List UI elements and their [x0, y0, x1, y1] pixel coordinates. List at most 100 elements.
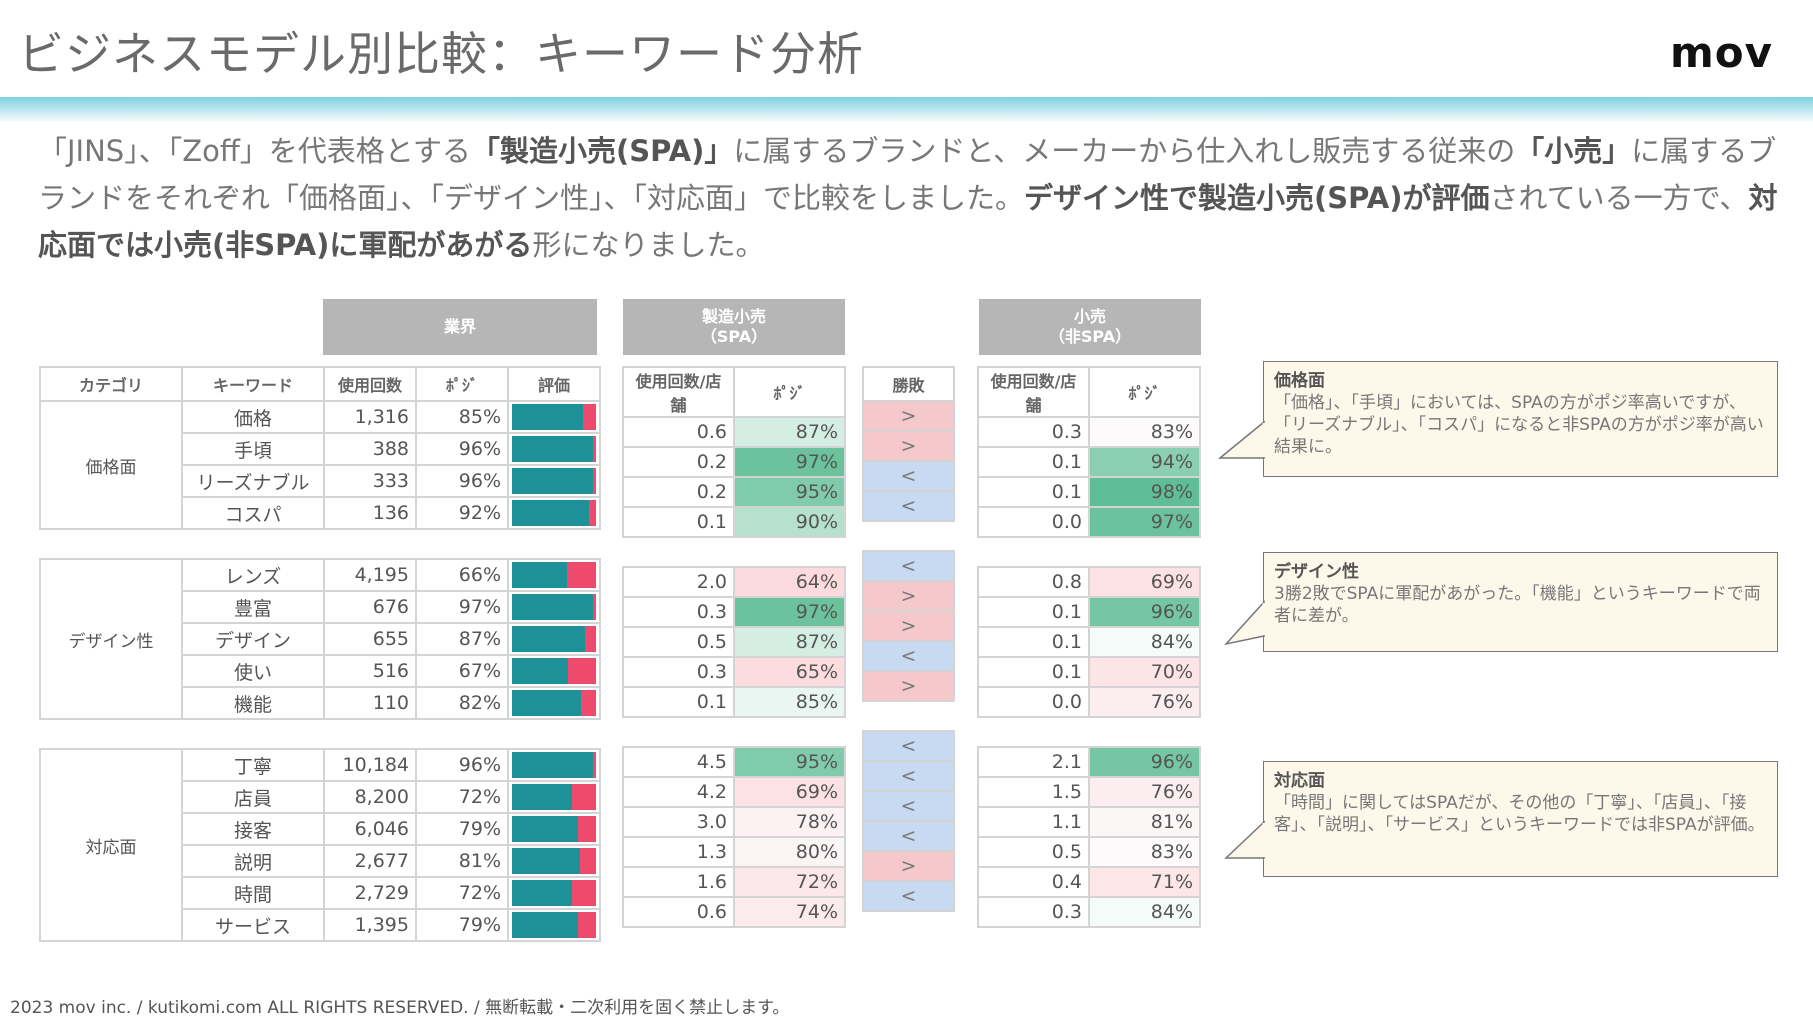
table-row: 0.3 83%	[977, 416, 1201, 448]
result-cell: <	[862, 460, 955, 492]
spa-per-store-cell: 0.2	[622, 476, 735, 508]
non-spa-per-store-cell: 0.4	[977, 866, 1090, 898]
table-row: 0.3 84%	[977, 896, 1201, 928]
rating-bar-cell	[507, 812, 601, 846]
spa-posi-cell: 95%	[733, 476, 846, 508]
callout-price-tail	[1218, 420, 1266, 459]
spa-posi-cell: 90%	[733, 506, 846, 538]
table-row: 0.2 97%	[622, 446, 846, 478]
table-row: 1.3 80%	[622, 836, 846, 868]
table-row: 0.1 94%	[977, 446, 1201, 478]
header-gradient-band	[0, 97, 1813, 123]
group-header-industry: 業界	[323, 299, 597, 355]
result-cell: >	[862, 670, 955, 702]
table-row: コスパ 136 92%	[40, 496, 601, 530]
spa-per-store-cell: 0.2	[622, 446, 735, 478]
table-row: <	[862, 880, 955, 912]
spa-per-store-cell: 4.2	[622, 776, 735, 808]
table-row: 2.1 96%	[977, 746, 1201, 778]
count-cell: 10,184	[323, 748, 417, 782]
table-row: >	[862, 430, 955, 462]
group-spacer	[623, 717, 845, 747]
spa-posi-cell: 87%	[733, 416, 846, 448]
table-row: 使い 516 67%	[40, 654, 601, 688]
table-row: サービス 1,395 79%	[40, 908, 601, 942]
table-row: 0.6 87%	[622, 416, 846, 448]
callout-service: 対応面 「時間」に関してはSPAだが、その他の「丁寧」、「店員」、「接客」、「説…	[1263, 761, 1778, 877]
keyword-cell: 説明	[181, 844, 325, 878]
column-header-result: 勝敗	[862, 366, 955, 402]
posi-cell: 96%	[415, 464, 509, 498]
intro-text: 「JINS」、「Zoff」を代表格とする	[38, 134, 471, 168]
spa-posi-cell: 65%	[733, 656, 846, 688]
non-spa-posi-cell: 97%	[1088, 506, 1201, 538]
table-row: <	[862, 820, 955, 852]
callout-body: 「価格」、「手頃」においては、SPAの方がポジ率高いですが、「リーズナブル」、「…	[1274, 393, 1764, 457]
spa-table: 使用回数/店舗 ﾎﾟｼﾞ 0.6 87% 0.2 97% 0.2 95% 0.1 90% 2.0 64…	[622, 366, 846, 928]
keyword-cell: デザイン	[181, 622, 325, 656]
non-spa-per-store-cell: 0.1	[977, 656, 1090, 688]
result-cell: <	[862, 550, 955, 582]
count-cell: 136	[323, 496, 417, 530]
spa-per-store-cell: 1.6	[622, 866, 735, 898]
non-spa-posi-cell: 84%	[1088, 896, 1201, 928]
keyword-cell: 時間	[181, 876, 325, 910]
rating-bar-cell	[507, 464, 601, 498]
table-row: >	[862, 580, 955, 612]
rating-bar	[512, 816, 596, 842]
rating-bar-positive	[512, 752, 593, 778]
callout-title: 対応面	[1274, 771, 1325, 791]
rating-bar-positive	[512, 784, 573, 810]
table-row: 説明 2,677 81%	[40, 844, 601, 878]
group-spacer	[863, 701, 954, 731]
rating-bar-cell	[507, 780, 601, 814]
rating-bar	[512, 784, 596, 810]
non-spa-posi-cell: 70%	[1088, 656, 1201, 688]
callout-design-tail	[1224, 600, 1266, 646]
table-row: 4.2 69%	[622, 776, 846, 808]
result-cell: <	[862, 880, 955, 912]
table-row: 0.1 85%	[622, 686, 846, 718]
table-row: <	[862, 490, 955, 522]
non-spa-per-store-cell: 0.1	[977, 596, 1090, 628]
group-spacer	[623, 537, 845, 567]
table-row: 0.0 97%	[977, 506, 1201, 538]
spacer-cell	[182, 719, 324, 749]
rating-bar	[512, 436, 596, 462]
spacer-cell	[734, 537, 845, 567]
table-row: 0.3 65%	[622, 656, 846, 688]
rating-bar	[512, 594, 596, 620]
table-row: >	[862, 610, 955, 642]
count-cell: 110	[323, 686, 417, 720]
spa-posi-cell: 97%	[733, 446, 846, 478]
rating-bar	[512, 626, 596, 652]
count-cell: 6,046	[323, 812, 417, 846]
table-row: 店員 8,200 72%	[40, 780, 601, 814]
spacer-cell	[324, 719, 416, 749]
spa-posi-cell: 74%	[733, 896, 846, 928]
rating-bar-positive	[512, 436, 593, 462]
spacer-cell	[40, 529, 182, 559]
rating-bar-positive	[512, 690, 581, 716]
table-row: 3.0 78%	[622, 806, 846, 838]
copyright-footer: 2023 mov inc. / kutikomi.com ALL RIGHTS …	[10, 998, 790, 1018]
spacer-cell	[508, 529, 600, 559]
non-spa-posi-cell: 71%	[1088, 866, 1201, 898]
table-row: 0.1 98%	[977, 476, 1201, 508]
intro-emphasis: 対応面では小売(非SPA)に軍配があがる	[38, 181, 1778, 262]
table-row: <	[862, 460, 955, 492]
column-header-per-store: 使用回数/店舗	[977, 366, 1090, 418]
table-row: 1.6 72%	[622, 866, 846, 898]
spacer-cell	[863, 701, 954, 731]
column-header-count: 使用回数	[323, 366, 417, 402]
posi-cell: 81%	[415, 844, 509, 878]
spa-per-store-cell: 0.6	[622, 896, 735, 928]
column-header-per-store: 使用回数/店舗	[622, 366, 735, 418]
spa-posi-cell: 95%	[733, 746, 846, 778]
non-spa-per-store-cell: 1.5	[977, 776, 1090, 808]
group-spacer	[40, 719, 600, 749]
table-row: >	[862, 670, 955, 702]
callout-title: デザイン性	[1274, 562, 1359, 582]
table-row: 0.1 90%	[622, 506, 846, 538]
table-row: 0.1 70%	[977, 656, 1201, 688]
